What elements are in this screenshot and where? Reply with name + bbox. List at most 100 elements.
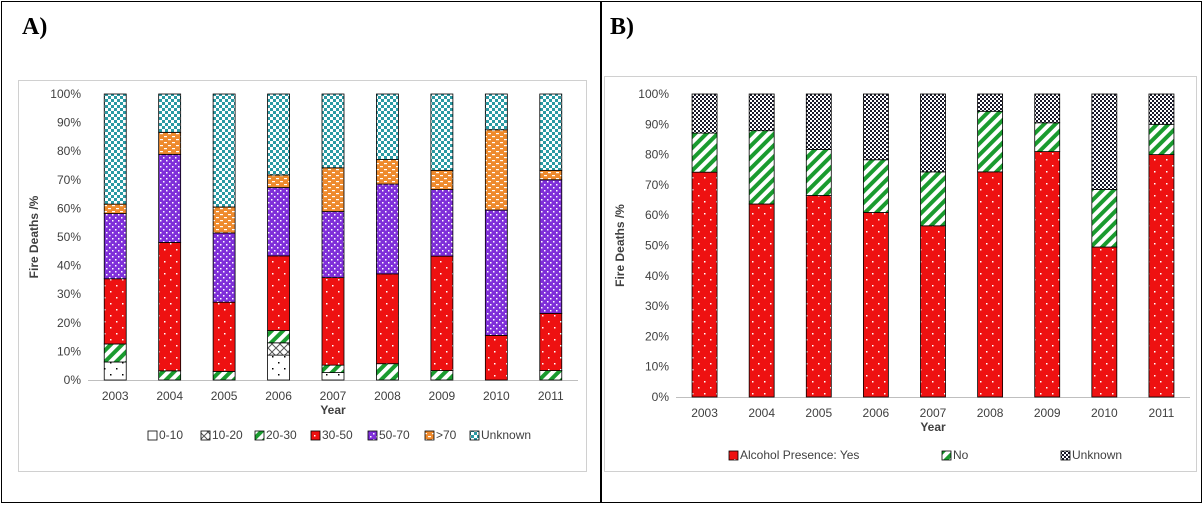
chart-b-bar-2008-alcoholpresenceyes [977, 171, 1004, 398]
chart-b-bar-2005-no [805, 149, 832, 196]
chart-b-y-tick-label: 60% [645, 208, 669, 222]
chart-b-x-tick-label: 2010 [1091, 406, 1118, 420]
panel-a-plot-frame [18, 80, 587, 472]
chart-b-legend-label: Unknown [1072, 448, 1122, 462]
chart-b-bar-2006-unknown [862, 93, 889, 161]
chart-b-bar-2011-unknown [1148, 93, 1175, 125]
chart-a-bar-2003-010 [103, 361, 127, 381]
chart-a-x-tick-label: 2008 [374, 389, 401, 403]
chart-b-y-tick-label: 20% [645, 329, 669, 343]
chart-b-bar-2006-no [862, 159, 889, 213]
chart-b-bar-2011-alcoholpresenceyes [1148, 154, 1175, 398]
chart-b-bar-2004-unknown [748, 93, 775, 132]
chart-b-bar-2008-no [977, 110, 1004, 173]
chart-a-y-tick-label: 20% [57, 316, 81, 330]
chart-a-bar-2008-2030 [376, 363, 399, 381]
chart-b-x-tick-label: 2003 [691, 406, 718, 420]
panel-b-plot-frame [604, 76, 1197, 472]
chart-a-x-tick-label: 2005 [211, 389, 238, 403]
chart-b-bar-2005-alcoholpresenceyes [805, 195, 832, 398]
chart-b-y-tick-label: 70% [645, 178, 669, 192]
chart-a-bar-2010-unknown [484, 93, 508, 131]
chart-a-legend-swatch [147, 430, 158, 441]
chart-a-x-tick-label: 2003 [102, 389, 129, 403]
chart-b-x-tick-label: 2006 [863, 406, 890, 420]
chart-a-bar-2009-unknown [430, 93, 454, 171]
chart-b-x-tick-label: 2008 [977, 406, 1004, 420]
chart-b-bar-2007-unknown [920, 93, 946, 173]
chart-b-bar-2005-unknown [805, 93, 832, 150]
chart-a-bar-2004-70 [158, 131, 182, 155]
chart-b-legend-swatch [1060, 450, 1071, 461]
chart-b-y-tick-label: 0% [652, 390, 670, 404]
chart-a-legend-swatch [310, 430, 321, 441]
chart-b-bar-2010-alcoholpresenceyes [1091, 246, 1118, 398]
chart-a-bar-2006-70 [267, 174, 290, 188]
chart-a-y-tick-label: 60% [57, 201, 81, 215]
chart-b-y-tick-label: 50% [645, 239, 669, 253]
chart-a-bar-2007-3050 [321, 277, 345, 366]
chart-a-bar-2003-unknown [103, 93, 127, 205]
chart-a-bar-2010-5070 [484, 209, 508, 336]
chart-a-bar-2011-70 [539, 169, 563, 181]
chart-a-x-tick-label: 2010 [483, 389, 510, 403]
chart-a-x-tick-label: 2006 [265, 389, 292, 403]
chart-b-bar-2004-no [748, 130, 775, 205]
chart-a-bar-2007-70 [321, 167, 345, 212]
chart-b-bar-2010-unknown [1091, 93, 1118, 190]
chart-a-legend-label: 20-30 [266, 428, 297, 442]
chart-a-legend-label: 10-20 [212, 428, 243, 442]
chart-a-bar-2004-unknown [158, 93, 182, 133]
chart-b-bar-2007-no [920, 171, 946, 227]
chart-b-y-tick-label: 100% [638, 87, 669, 101]
chart-b-bar-2003-unknown [691, 93, 718, 134]
chart-a-bar-2008-70 [376, 159, 399, 185]
chart-a-legend-swatch [367, 430, 378, 441]
chart-a-x-tick-label: 2009 [429, 389, 456, 403]
chart-a-y-tick-label: 50% [57, 230, 81, 244]
chart-b: 0% 10% 20% 30% 40% 50% 60% 70% 80% 90% 100% 2003 200… [613, 87, 1190, 462]
chart-a-legend-label: >70 [436, 428, 457, 442]
chart-a-bar-2003-70 [103, 203, 127, 214]
chart-b-y-tick-label: 30% [645, 299, 669, 313]
chart-a-bar-2008-unknown [376, 93, 399, 160]
chart-a: 0% 10% 20% 30% 40% 50% 60% 70% 80% 90% 100% 2003 200… [27, 87, 578, 442]
chart-a-bar-2009-3050 [430, 255, 454, 371]
chart-a-y-tick-label: 10% [57, 344, 81, 358]
chart-a-bar-2009-2030 [430, 370, 454, 381]
chart-a-bar-2007-2030 [321, 364, 345, 373]
chart-a-bar-2006-unknown [267, 93, 290, 176]
chart-b-y-tick-label: 90% [645, 117, 669, 131]
chart-b-bar-2003-alcoholpresenceyes [691, 171, 718, 398]
chart-a-y-tick-label: 40% [57, 259, 81, 273]
chart-b-x-tick-label: 2007 [920, 406, 947, 420]
chart-a-legend-swatch [254, 430, 265, 441]
chart-a-bar-2005-2030 [212, 371, 236, 381]
chart-a-bar-2007-5070 [321, 211, 345, 279]
chart-a-bar-2010-70 [484, 129, 508, 211]
chart-a-bar-2004-2030 [158, 370, 182, 381]
chart-b-bar-2007-alcoholpresenceyes [920, 225, 946, 398]
chart-b-bar-2009-alcoholpresenceyes [1034, 151, 1061, 398]
chart-a-bar-2003-2030 [103, 343, 127, 363]
chart-b-x-axis-title: Year [920, 420, 946, 434]
chart-b-legend-label: Alcohol Presence: Yes [740, 448, 859, 462]
chart-a-bar-2011-3050 [539, 312, 563, 371]
chart-a-y-tick-label: 30% [57, 287, 81, 301]
chart-a-legend-label: 0-10 [159, 428, 183, 442]
chart-a-bar-2005-3050 [212, 301, 236, 372]
chart-a-bar-2007-010 [321, 372, 345, 381]
chart-a-bar-2009-5070 [430, 189, 454, 257]
chart-a-bar-2008-5070 [376, 183, 399, 275]
chart-a-bar-2004-5070 [158, 153, 182, 243]
chart-a-legend-label: 30-50 [322, 428, 353, 442]
chart-a-y-axis-title: Fire Deaths /% [27, 195, 41, 278]
chart-b-legend-label: No [953, 448, 969, 462]
chart-b-bar-2011-no [1148, 123, 1175, 156]
chart-a-legend-label: Unknown [481, 428, 531, 442]
chart-a-bar-2011-2030 [539, 370, 563, 381]
chart-a-bar-2007-unknown [321, 93, 345, 169]
chart-b-y-tick-label: 40% [645, 269, 669, 283]
chart-a-legend-swatch [469, 430, 480, 441]
